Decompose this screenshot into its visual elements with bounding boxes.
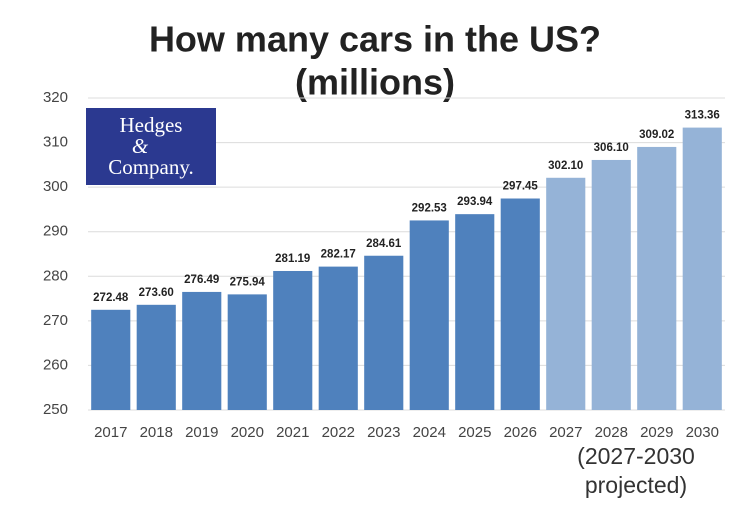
value-label: 282.17 <box>321 249 356 261</box>
bar <box>136 304 176 410</box>
value-label: 281.19 <box>275 253 310 265</box>
logo-text: Hedges <box>120 113 183 137</box>
x-tick-label: 2030 <box>686 424 719 441</box>
y-tick-label: 320 <box>43 89 68 106</box>
x-tick-label: 2021 <box>276 424 309 441</box>
bars: 2017 272.48 2018 273.60 2019 276.49 2020 275.94… <box>91 110 722 441</box>
value-label: 275.94 <box>230 276 266 288</box>
y-tick-label: 280 <box>43 267 68 284</box>
bar <box>318 266 358 410</box>
x-tick-label: 2029 <box>640 424 673 441</box>
annotation: projected) <box>585 472 687 498</box>
annotation: (2027-2030 <box>577 443 695 469</box>
logo-text: Company. <box>108 155 194 179</box>
x-tick-label: 2024 <box>413 424 446 441</box>
x-tick-label: 2023 <box>367 424 400 441</box>
y-tick-label: 300 <box>43 178 68 195</box>
bar <box>591 159 631 410</box>
y-tick-label: 310 <box>43 134 68 151</box>
x-tick-label: 2025 <box>458 424 491 441</box>
value-label: 292.53 <box>412 202 447 214</box>
bar <box>182 291 222 410</box>
x-tick-label: 2018 <box>140 424 173 441</box>
chart-title: How many cars in the US? <box>149 19 601 60</box>
chart-subtitle: (millions) <box>295 62 455 103</box>
y-tick-label: 290 <box>43 223 68 240</box>
logo-box <box>86 108 216 185</box>
value-label: 276.49 <box>184 274 219 286</box>
x-tick-label: 2028 <box>595 424 628 441</box>
value-label: 272.48 <box>93 292 129 304</box>
value-label: 273.60 <box>139 287 174 299</box>
bar <box>273 270 313 410</box>
value-label: 306.10 <box>594 142 629 154</box>
value-label: 284.61 <box>366 238 402 250</box>
value-label: 302.10 <box>548 160 583 172</box>
y-tick-label: 270 <box>43 312 68 329</box>
value-label: 297.45 <box>503 181 539 193</box>
bar <box>546 177 586 410</box>
logo-symbol: & <box>132 134 149 158</box>
x-tick-label: 2022 <box>322 424 355 441</box>
bar <box>227 294 267 410</box>
x-tick-label: 2020 <box>231 424 264 441</box>
value-label: 313.36 <box>685 110 720 122</box>
x-tick-label: 2019 <box>185 424 218 441</box>
bar <box>409 220 449 410</box>
x-tick-label: 2027 <box>549 424 582 441</box>
y-tick-label: 260 <box>43 356 68 373</box>
logo: Hedges & Company. <box>86 108 216 185</box>
bar <box>637 146 677 410</box>
value-label: 293.94 <box>457 196 493 208</box>
bar <box>500 198 540 410</box>
bar <box>364 255 404 410</box>
x-tick-label: 2026 <box>504 424 537 441</box>
bar <box>91 309 131 410</box>
y-tick-label: 250 <box>43 401 68 418</box>
bar <box>682 127 722 410</box>
bar <box>455 214 495 410</box>
value-label: 309.02 <box>639 129 674 141</box>
x-tick-label: 2017 <box>94 424 127 441</box>
